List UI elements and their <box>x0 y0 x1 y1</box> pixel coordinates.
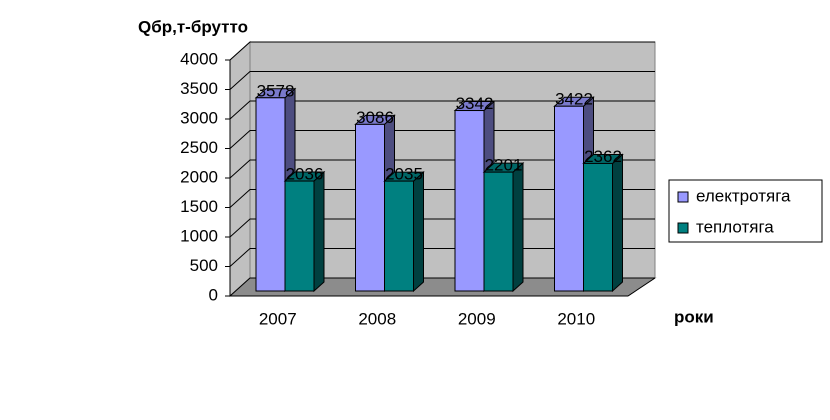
data-label: 3422 <box>555 90 593 109</box>
bar <box>554 105 584 292</box>
grid-line <box>229 71 655 90</box>
x-tick-label: 2008 <box>358 309 396 328</box>
legend-swatch <box>677 191 689 203</box>
grid-line <box>229 100 655 120</box>
legend-label: електротяга <box>696 186 791 205</box>
grid-line <box>229 130 655 149</box>
data-label: 3578 <box>257 81 295 100</box>
legend <box>668 179 823 243</box>
bar <box>255 97 286 292</box>
y-tick-label: 2500 <box>180 138 218 157</box>
y-tick-label: 2000 <box>180 167 218 186</box>
bar <box>284 180 315 292</box>
bar <box>355 123 385 292</box>
y-tick-label: 0 <box>209 285 218 304</box>
bar-side <box>313 170 325 293</box>
floor-edge <box>627 277 656 297</box>
data-label: 2036 <box>286 165 324 184</box>
data-label: 3086 <box>356 108 394 127</box>
data-label: 2362 <box>584 147 622 166</box>
bar-side <box>612 153 623 293</box>
legend-swatch <box>677 222 689 234</box>
bar-side <box>413 170 424 293</box>
grid-line <box>229 159 655 179</box>
x-tick-label: 2007 <box>259 309 297 328</box>
x-tick-label: 2009 <box>458 309 496 328</box>
bar <box>483 171 514 292</box>
x-tick-label: 2010 <box>557 309 595 328</box>
y-tick-label: 1500 <box>180 197 218 216</box>
bar <box>583 162 613 292</box>
legend-label: теплотяга <box>696 217 774 236</box>
y-axis-title: Qбр,т-брутто <box>138 17 248 36</box>
bar <box>384 180 414 292</box>
y-tick-label: 3500 <box>180 79 218 98</box>
y-tick-label: 3000 <box>180 108 218 127</box>
bar-side <box>512 162 524 293</box>
data-label: 2035 <box>385 165 423 184</box>
data-label: 3342 <box>456 94 494 113</box>
y-tick-label: 4000 <box>180 49 218 68</box>
bar <box>454 110 485 292</box>
grid-line <box>229 41 655 61</box>
y-tick-label: 500 <box>190 256 218 275</box>
x-axis-title: роки <box>674 307 714 326</box>
data-label: 2201 <box>485 156 523 175</box>
y-tick-label: 1000 <box>180 226 218 245</box>
